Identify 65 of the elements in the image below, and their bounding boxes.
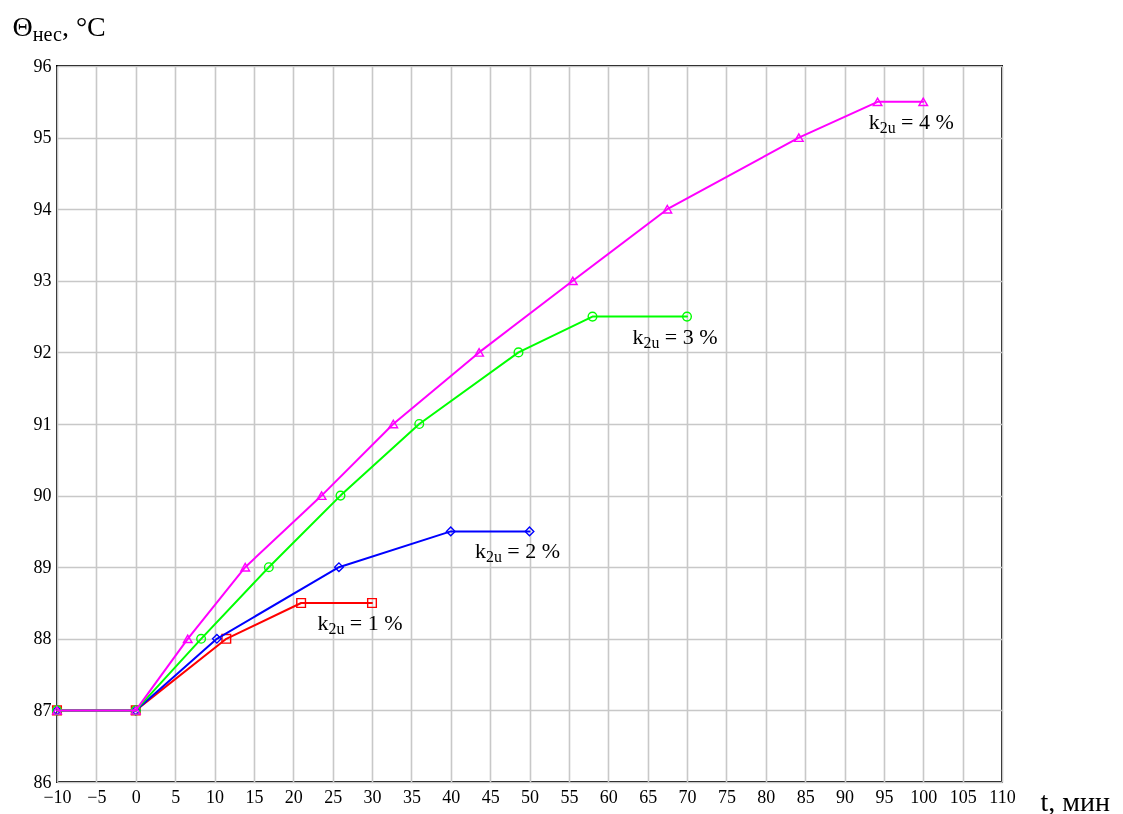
point xyxy=(221,633,232,644)
y-tick-label: 88 xyxy=(33,628,52,649)
y-tick-label: 92 xyxy=(33,341,52,362)
x-tick-label: 105 xyxy=(949,786,977,807)
x-tick-label: 90 xyxy=(836,786,854,807)
x-tick-label: 40 xyxy=(442,786,461,807)
x-tick-label: 45 xyxy=(481,786,500,807)
series-label: k$_{2u}$ = 4 % xyxy=(868,108,954,136)
x-tick-label: 95 xyxy=(875,786,894,807)
x-tick-label: 0 xyxy=(131,786,141,807)
point xyxy=(366,597,378,609)
series-label: k$_{2u}$ = 3 % xyxy=(632,323,718,351)
x-tick-label: 25 xyxy=(324,786,343,807)
x-tick-label: 55 xyxy=(560,786,579,807)
x-tick-label: 75 xyxy=(717,786,736,807)
y-tick-label: 87 xyxy=(33,699,52,720)
point xyxy=(196,633,207,644)
point xyxy=(335,490,346,501)
x-tick-label: 80 xyxy=(757,786,776,807)
x-tick-label: 15 xyxy=(245,786,264,807)
x-tick-label: 65 xyxy=(639,786,658,807)
y-tick-label: 94 xyxy=(33,198,52,219)
point xyxy=(240,562,251,572)
series-label: k$_{2u}$ = 1 % xyxy=(317,610,403,637)
x-tick-label: −5 xyxy=(87,786,107,807)
point xyxy=(182,634,193,644)
y-tick-label: 95 xyxy=(33,127,52,148)
y-tick-label: 93 xyxy=(33,270,52,291)
point xyxy=(211,633,222,644)
point xyxy=(681,311,693,322)
x-tick-label: 110 xyxy=(989,786,1016,807)
point xyxy=(316,491,327,501)
y-tick-label: 86 xyxy=(33,771,52,792)
point xyxy=(445,526,456,537)
point xyxy=(388,419,399,429)
x-axis-title: t, мин xyxy=(1040,785,1110,814)
point xyxy=(263,562,274,573)
point xyxy=(524,526,535,537)
x-tick-label: 70 xyxy=(678,786,697,807)
point xyxy=(587,311,598,322)
y-tick-label: 90 xyxy=(33,485,52,506)
y-tick-label: 89 xyxy=(33,556,52,577)
point xyxy=(513,347,524,358)
x-tick-label: 100 xyxy=(910,786,938,807)
x-tick-label: 85 xyxy=(796,786,815,807)
x-tick-label: 5 xyxy=(171,786,181,807)
point xyxy=(296,597,307,609)
point xyxy=(567,276,578,286)
y-tick-label: 96 xyxy=(33,55,52,76)
x-tick-label: 20 xyxy=(284,786,303,807)
point xyxy=(793,133,804,143)
x-tick-label: 35 xyxy=(402,786,421,807)
x-tick-label: 30 xyxy=(363,786,382,807)
point xyxy=(872,97,883,107)
y-tick-label: 91 xyxy=(33,413,52,434)
x-tick-label: 60 xyxy=(599,786,618,807)
x-tick-label: 50 xyxy=(521,786,539,807)
point xyxy=(918,97,929,107)
series-label: k$_{2u}$ = 2 % xyxy=(474,538,561,566)
point xyxy=(414,418,425,430)
point xyxy=(662,204,673,214)
y-axis-title: Θ$_{нес}$, °C xyxy=(12,10,106,45)
point xyxy=(333,562,344,573)
x-tick-label: 10 xyxy=(206,786,224,807)
point xyxy=(474,347,485,357)
